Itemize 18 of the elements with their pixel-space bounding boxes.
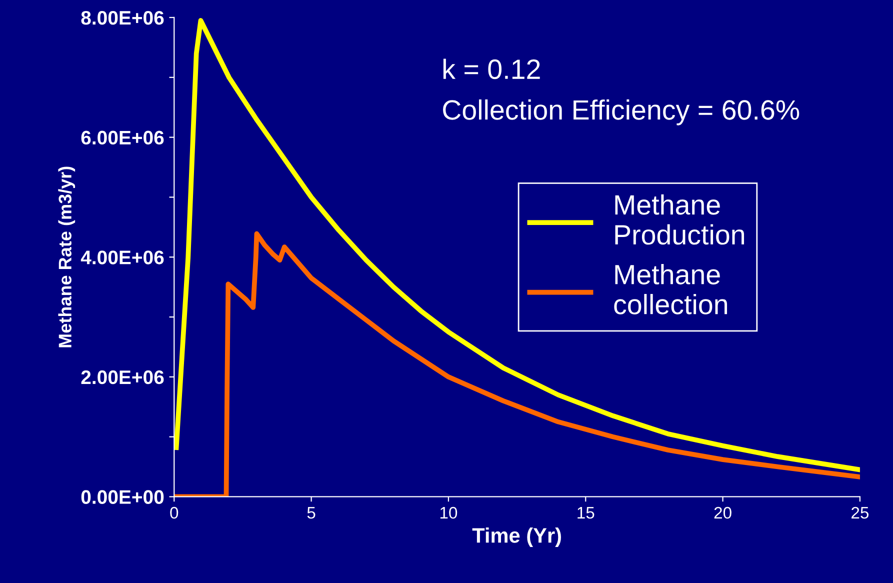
x-tick-label: 10 — [440, 506, 458, 519]
x-axis-title: Time (Yr) — [472, 528, 561, 547]
x-tick-label: 20 — [714, 506, 732, 519]
annotation: Collection Efficiency = 60.6% — [443, 99, 800, 126]
x-tick-label: 5 — [307, 507, 316, 519]
legend-label: Methane Production — [615, 194, 744, 245]
legend-label: Methane collection — [614, 264, 728, 314]
line-series — [174, 18, 860, 472]
x-tick-label: 0 — [170, 506, 178, 519]
x-tick-label: 15 — [578, 507, 594, 519]
x-tick-label: 25 — [852, 506, 869, 519]
y-tick-label: 4.00E+06 — [80, 250, 164, 264]
y-tick-label: 2.00E+06 — [81, 370, 164, 384]
y-tick-label: 8.00E+06 — [81, 10, 164, 25]
y-tick-label: 0.00E+00 — [81, 490, 164, 504]
y-axis-title: Methane Rate (m3/yr) — [58, 166, 76, 348]
y-tick-label: 6.00E+06 — [81, 130, 164, 145]
annotation: k = 0.12 — [443, 58, 540, 80]
